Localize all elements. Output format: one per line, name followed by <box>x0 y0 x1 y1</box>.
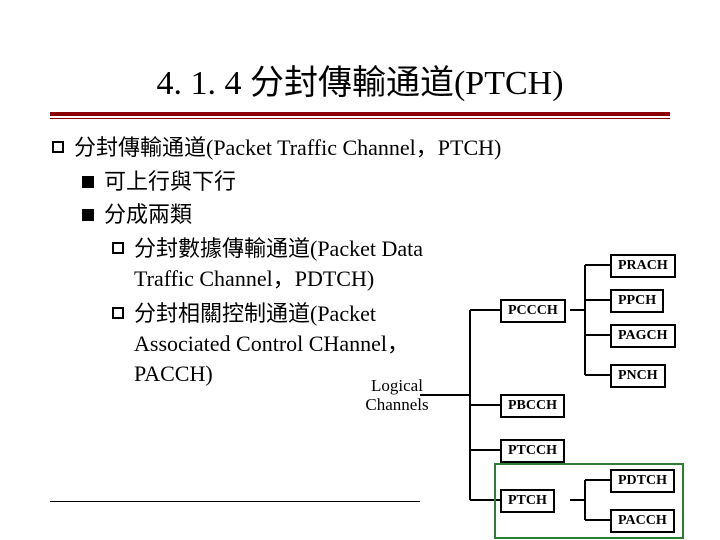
bullet-l2a: 可上行與下行 <box>104 167 670 197</box>
bullet-l2b-text: 分成兩類 <box>104 202 192 227</box>
node-ppch: PPCH <box>610 289 664 313</box>
logical-channels-diagram: LogicalChannels PCCCH PBCCH PTCCH PTCH P… <box>410 255 680 535</box>
node-pagch: PAGCH <box>610 324 676 348</box>
bullet-l3a-text: 分封數據傳輸通道(Packet Data Traffic Channel，PDT… <box>134 236 423 291</box>
title-underline-thick <box>50 112 670 116</box>
slide: 4. 1. 4 分封傳輸通道(PTCH) 分封傳輸通道(Packet Traff… <box>0 0 720 540</box>
title-underline-thin <box>50 118 670 119</box>
footer-line <box>50 501 420 502</box>
bullet-l1-text: 分封傳輸通道(Packet Traffic Channel，PTCH) <box>74 135 501 160</box>
diagram-root-label: LogicalChannels <box>362 377 432 414</box>
node-pccch: PCCCH <box>500 299 566 323</box>
bullet-l2a-text: 可上行與下行 <box>104 169 236 194</box>
highlight-ptch-group <box>494 463 684 539</box>
node-pbcch: PBCCH <box>500 394 565 418</box>
node-pnch: PNCH <box>610 364 666 388</box>
node-ptcch: PTCCH <box>500 439 565 463</box>
node-prach: PRACH <box>610 254 676 278</box>
bullet-l3b-text: 分封相關控制通道(Packet Associated Control CHann… <box>134 301 409 385</box>
slide-title: 4. 1. 4 分封傳輸通道(PTCH) <box>50 55 670 104</box>
